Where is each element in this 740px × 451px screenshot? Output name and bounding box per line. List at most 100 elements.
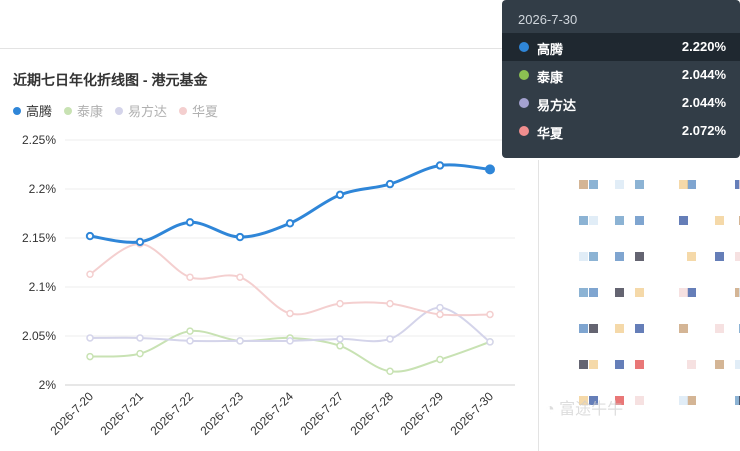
blurred-cell bbox=[679, 288, 688, 297]
data-point bbox=[236, 337, 244, 345]
legend-dot-icon bbox=[179, 106, 188, 115]
legend-dot-icon bbox=[115, 106, 124, 115]
legend-label: 易方达 bbox=[128, 104, 168, 119]
series-dot-icon bbox=[519, 70, 529, 80]
y-tick-label: 2.15% bbox=[22, 231, 56, 245]
legend-item-series-2[interactable]: 易方达 bbox=[115, 101, 167, 120]
x-tick-label: 2026-7-27 bbox=[298, 389, 347, 438]
y-tick-label: 2.2% bbox=[29, 182, 57, 196]
legend-item-series-3[interactable]: 华夏 bbox=[179, 101, 218, 120]
blurred-cell bbox=[615, 180, 624, 189]
data-point bbox=[385, 179, 395, 189]
blurred-cell bbox=[615, 252, 624, 261]
line-chart[interactable]: 2.25%2.2%2.15%2.1%2.05%2%2026-7-20 2026-7… bbox=[0, 0, 540, 451]
data-point bbox=[186, 273, 194, 281]
data-point bbox=[436, 355, 444, 364]
blurred-cell bbox=[687, 288, 696, 297]
y-tick-label: 2.05% bbox=[22, 329, 56, 343]
series-dot-icon bbox=[519, 126, 529, 136]
y-tick-label: 2% bbox=[39, 378, 57, 392]
blurred-cell bbox=[715, 360, 724, 369]
data-point bbox=[285, 219, 295, 228]
legend-label: 泰康 bbox=[77, 104, 104, 119]
fund-list-panel bbox=[538, 160, 740, 451]
watermark-logo: ◔ 富途牛牛 bbox=[545, 401, 624, 418]
series-dot-icon bbox=[519, 98, 529, 108]
blurred-cell bbox=[589, 288, 598, 297]
tooltip-series-value: 2.072% bbox=[681, 123, 726, 138]
data-point bbox=[485, 164, 495, 175]
data-point bbox=[336, 299, 344, 308]
blurred-cell bbox=[635, 360, 644, 369]
data-point bbox=[136, 334, 144, 342]
blurred-cell bbox=[579, 180, 588, 189]
series-line bbox=[89, 242, 491, 317]
data-point bbox=[436, 310, 444, 319]
tooltip-row: 泰康 2.044% bbox=[502, 61, 740, 89]
blurred-cell bbox=[615, 288, 624, 297]
legend-item-series-0[interactable]: 高腾 bbox=[13, 101, 52, 120]
data-point bbox=[486, 310, 494, 319]
blurred-cell bbox=[679, 324, 688, 333]
tooltip-row: 华夏 2.072% bbox=[502, 117, 740, 145]
data-point bbox=[186, 327, 194, 335]
x-tick-label: 2026-7-20 bbox=[48, 389, 97, 438]
tooltip-series-value: 2.220% bbox=[681, 39, 726, 54]
blurred-cell bbox=[635, 396, 644, 405]
blurred-cell bbox=[687, 180, 696, 189]
tooltip-series-value: 2.044% bbox=[681, 95, 726, 110]
blurred-cell bbox=[735, 396, 740, 405]
blurred-cell bbox=[615, 216, 624, 225]
tooltip-row: 易方达 2.044% bbox=[502, 89, 740, 117]
chart-title: 近期七日年化折线图 - 港元基金 bbox=[13, 72, 208, 88]
data-point bbox=[136, 349, 144, 358]
blurred-cell bbox=[735, 252, 740, 261]
x-tick-label: 2026-7-30 bbox=[448, 389, 497, 438]
x-tick-label: 2026-7-24 bbox=[248, 389, 297, 438]
data-point bbox=[286, 309, 294, 318]
chart-tooltip: 2026-7-30 高腾 2.220% 泰康 2.044% 易方达 2.044%… bbox=[502, 0, 740, 158]
blurred-cell bbox=[635, 252, 644, 261]
blurred-cell bbox=[589, 180, 598, 189]
x-tick-label: 2026-7-29 bbox=[398, 389, 447, 438]
data-point bbox=[86, 352, 94, 361]
blurred-cell bbox=[589, 360, 598, 369]
x-tick-label: 2026-7-22 bbox=[148, 389, 197, 438]
blurred-cell bbox=[589, 216, 598, 225]
blurred-cell bbox=[679, 396, 688, 405]
blurred-cell bbox=[615, 396, 624, 405]
tooltip-series-name: 华夏 bbox=[537, 126, 564, 141]
tooltip-row: 高腾 2.220% bbox=[502, 33, 740, 61]
legend-label: 高腾 bbox=[26, 104, 53, 119]
data-point bbox=[386, 335, 394, 343]
blurred-cell bbox=[687, 360, 696, 369]
data-point bbox=[235, 232, 245, 242]
blurred-cell bbox=[715, 252, 724, 261]
blurred-cell bbox=[687, 252, 696, 261]
blurred-cell bbox=[735, 360, 740, 369]
data-point bbox=[386, 367, 394, 376]
data-point bbox=[85, 231, 95, 241]
tooltip-series-name: 易方达 bbox=[537, 98, 577, 113]
legend-dot-icon bbox=[13, 106, 21, 115]
tooltip-date: 2026-7-30 bbox=[518, 12, 578, 27]
data-point bbox=[186, 337, 194, 345]
data-point bbox=[185, 218, 195, 227]
blurred-cell bbox=[589, 324, 598, 333]
x-tick-label: 2026-7-28 bbox=[348, 389, 397, 438]
data-point bbox=[236, 273, 244, 281]
blurred-cell bbox=[679, 180, 688, 189]
y-tick-label: 2.1% bbox=[29, 280, 57, 294]
blurred-cell bbox=[579, 252, 588, 261]
data-point bbox=[336, 335, 344, 343]
legend-item-series-1[interactable]: 泰康 bbox=[64, 101, 103, 120]
top-divider bbox=[0, 48, 540, 49]
blurred-cell bbox=[615, 360, 624, 369]
blurred-cell bbox=[579, 324, 588, 333]
blurred-cell bbox=[635, 216, 644, 225]
data-point bbox=[86, 270, 94, 279]
data-point bbox=[335, 190, 345, 200]
blurred-cell bbox=[635, 180, 644, 189]
data-point bbox=[135, 237, 145, 247]
blurred-cell bbox=[715, 216, 724, 225]
